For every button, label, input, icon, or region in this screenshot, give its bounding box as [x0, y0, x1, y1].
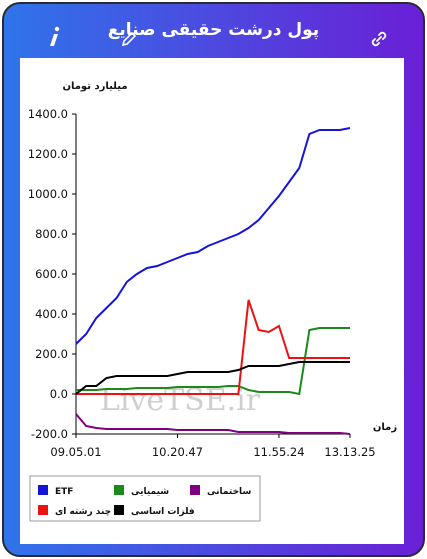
y-axis-label: میلیارد تومان [62, 81, 127, 92]
legend-label: ETF [55, 487, 73, 497]
y-tick-label: -200.0 [31, 427, 68, 441]
legend-label: ساختمانی [207, 487, 251, 497]
legend-label: چند رشته ای [55, 507, 111, 517]
x-tick-label: 13.13.25 [324, 445, 375, 459]
legend-swatch [114, 485, 124, 495]
y-tick-label: 400.0 [35, 307, 68, 321]
y-tick-label: 0.0 [50, 387, 68, 401]
series-line [75, 127, 351, 345]
y-tick-label: 600.0 [35, 267, 68, 281]
edit-icon[interactable] [121, 31, 137, 47]
y-tick-label: 800.0 [35, 227, 68, 241]
info-icon[interactable] [44, 26, 64, 48]
y-tick-label: 1000.0 [28, 187, 68, 201]
series-line [75, 413, 351, 435]
legend-swatch [114, 505, 124, 515]
series-line [76, 299, 350, 395]
y-tick-label: 1200.0 [28, 147, 68, 161]
x-tick-label: 09.05.01 [50, 445, 101, 459]
legend-swatch [190, 485, 200, 495]
series-line [75, 361, 350, 395]
y-tick-label: 1400.0 [28, 107, 68, 121]
x-tick-label: 11.55.24 [253, 445, 304, 459]
legend-swatch [38, 485, 48, 495]
x-tick-label: 10.20.47 [152, 445, 203, 459]
y-tick-label: 200.0 [35, 347, 68, 361]
legend [29, 475, 261, 522]
panel [20, 58, 404, 544]
legend-swatch [38, 505, 48, 515]
legend-label: شیمیایی [131, 487, 169, 497]
title: پول درشت حقیقی صنایع [107, 20, 320, 40]
link-icon[interactable] [370, 30, 388, 48]
x-axis-label: زمان [373, 422, 397, 433]
legend-label: فلزات اساسی [131, 507, 195, 517]
